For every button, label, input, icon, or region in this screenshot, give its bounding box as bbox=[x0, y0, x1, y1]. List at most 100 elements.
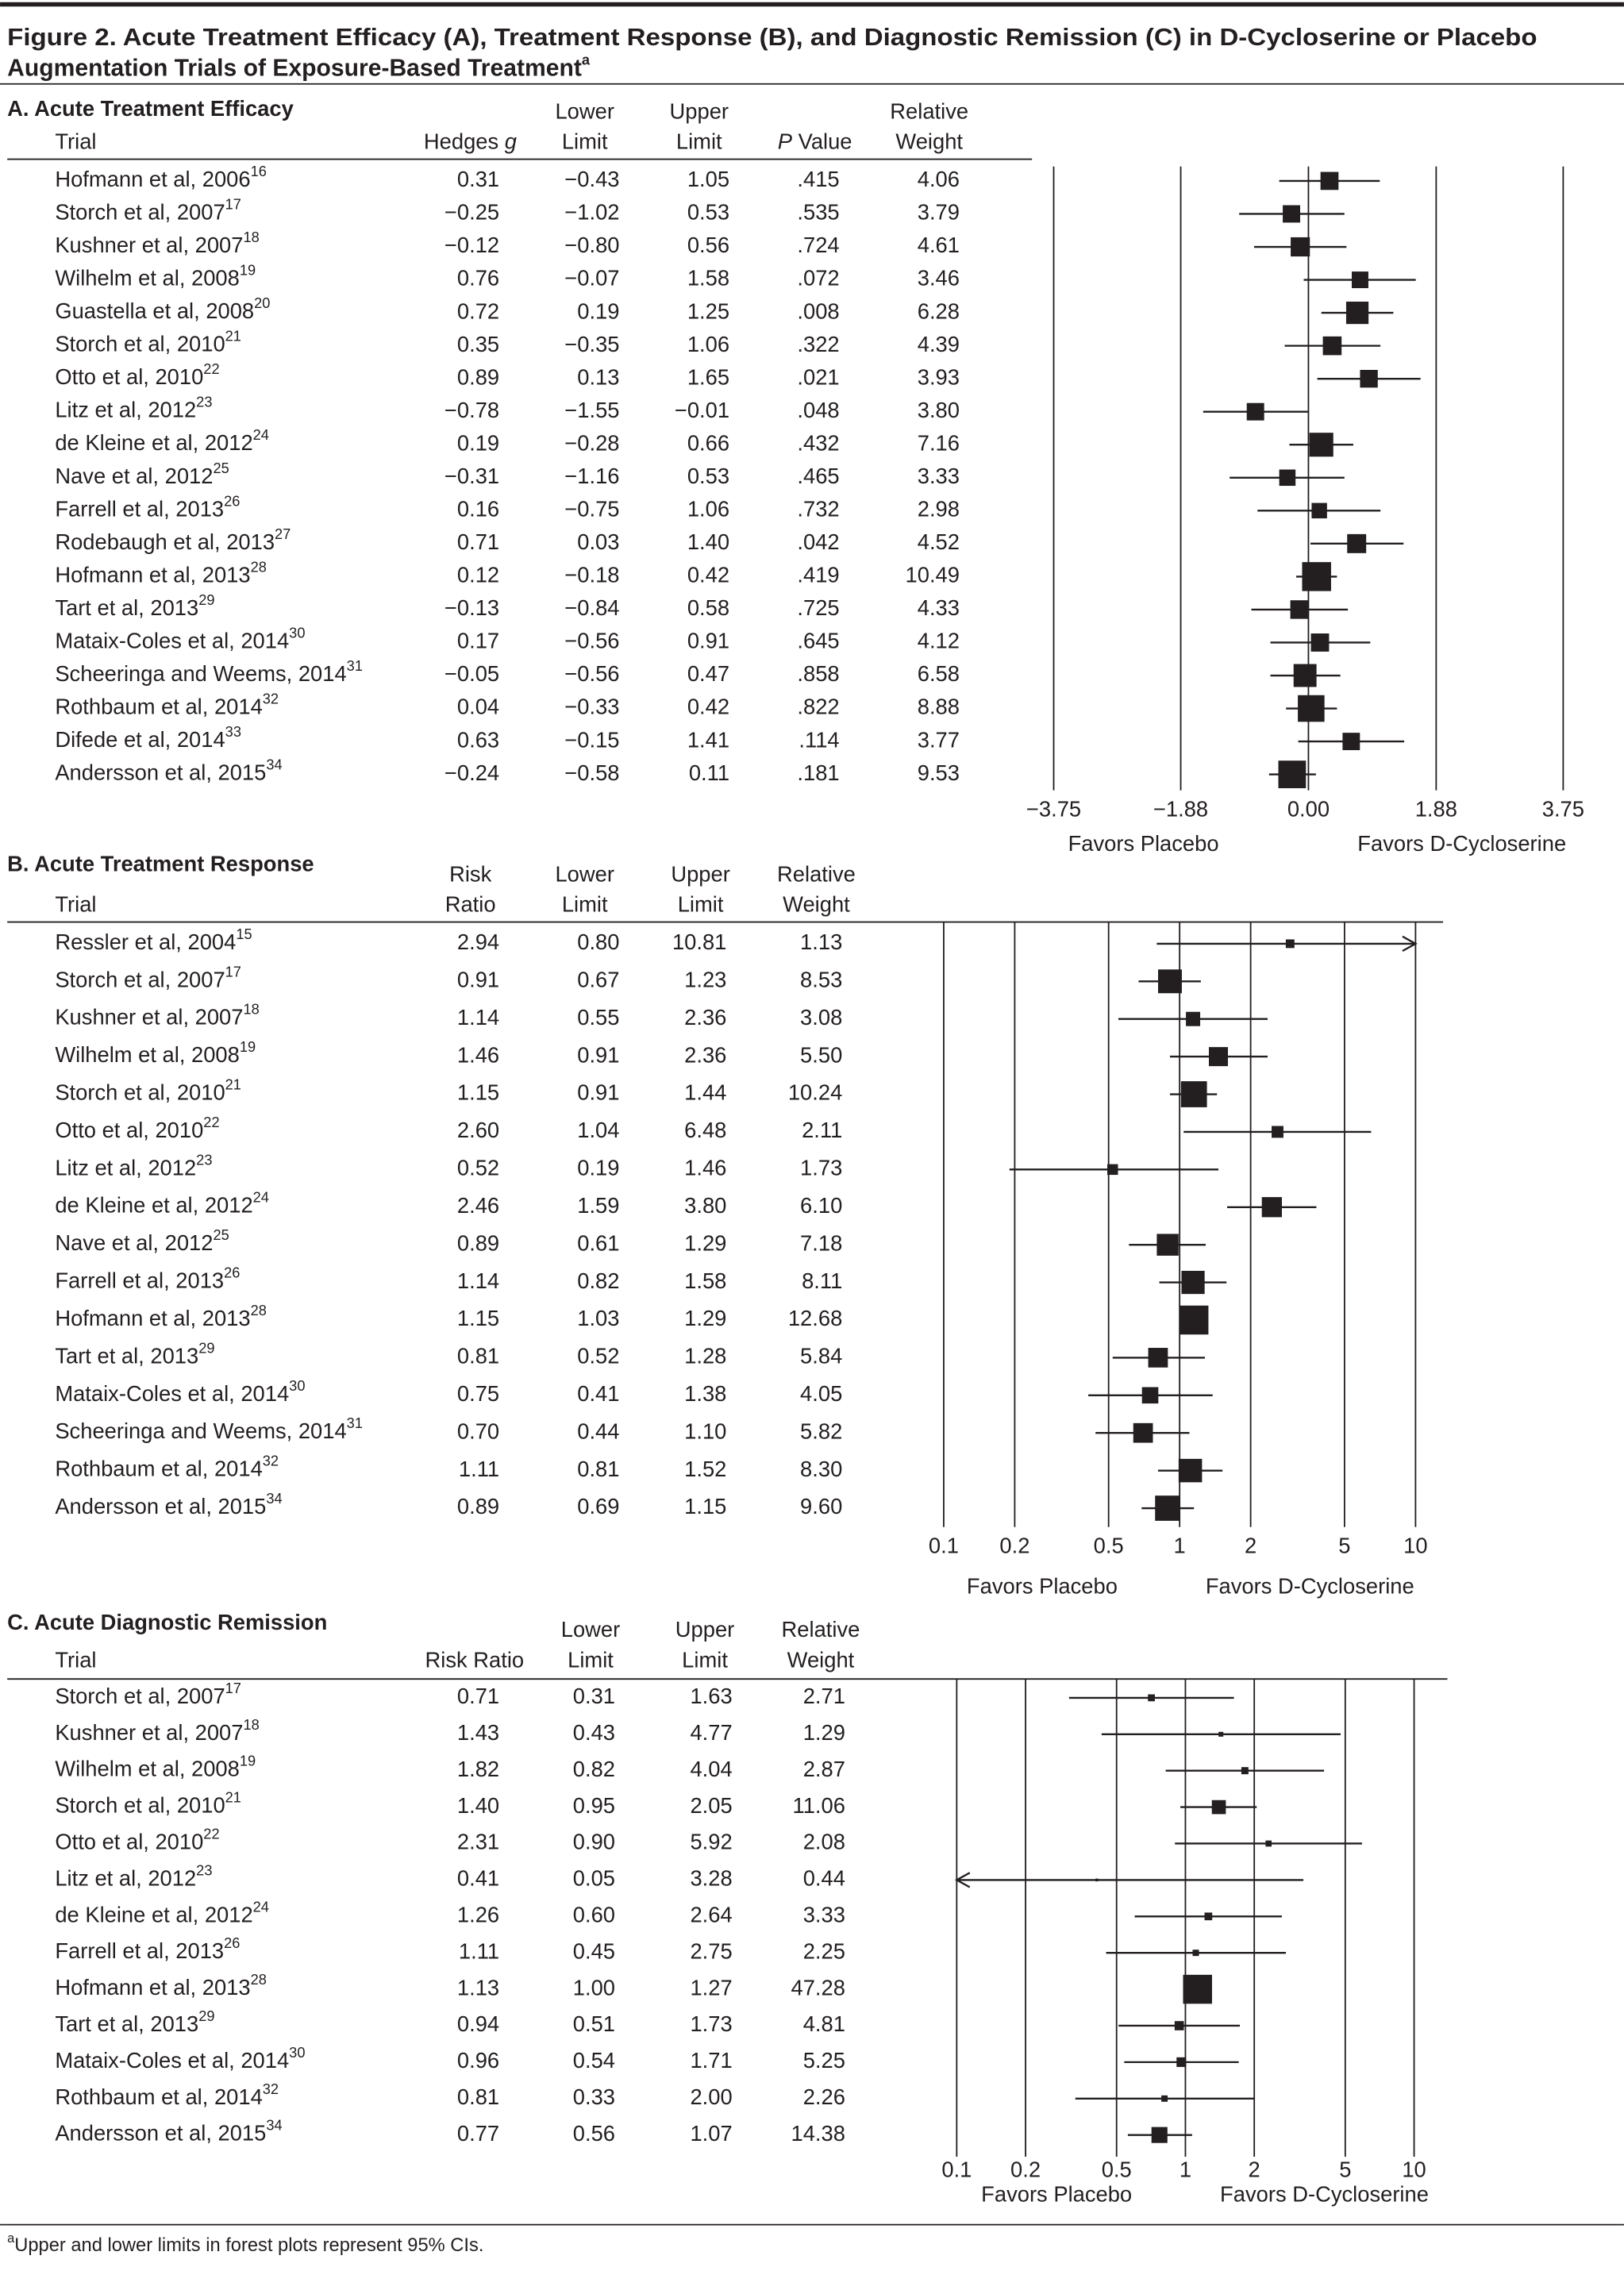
table-cell: 9.60 bbox=[800, 1494, 842, 1518]
effect-square bbox=[1156, 1234, 1179, 1256]
table-cell: 1.29 bbox=[684, 1306, 726, 1330]
table-cell: 0.61 bbox=[577, 1230, 619, 1255]
table-cell: .822 bbox=[797, 695, 839, 719]
superscript: 31 bbox=[347, 657, 363, 674]
trial-name: Tart et al, 201329 bbox=[55, 591, 214, 620]
superscript: 18 bbox=[243, 229, 259, 245]
trial-text: Mataix-Coles et al, 2014 bbox=[55, 2048, 289, 2073]
table-cell: −1.55 bbox=[564, 398, 619, 422]
table-cell: 0.31 bbox=[457, 167, 499, 191]
table-cell: −0.07 bbox=[564, 266, 619, 291]
trial-text: de Kleine et al, 2012 bbox=[55, 1193, 252, 1218]
favors-label: Favors Placebo bbox=[1068, 831, 1219, 856]
table-cell: −0.78 bbox=[444, 398, 499, 422]
table-cell: 2.25 bbox=[803, 1938, 845, 1963]
table-cell: .724 bbox=[797, 233, 839, 257]
table-cell: .732 bbox=[797, 497, 839, 522]
superscript: 22 bbox=[203, 360, 219, 377]
trial-name: Storch et al, 200717 bbox=[55, 1680, 241, 1708]
trial-name: Andersson et al, 201534 bbox=[55, 756, 282, 785]
table-cell: 2.64 bbox=[690, 1903, 732, 1927]
effect-square bbox=[1360, 370, 1378, 388]
effect-square bbox=[1347, 533, 1367, 553]
table-cell: 0.89 bbox=[457, 1230, 499, 1255]
trial-text: Wilhelm et al, 2008 bbox=[55, 1757, 240, 1781]
table-cell: .181 bbox=[797, 760, 839, 785]
table-cell: 0.43 bbox=[573, 1720, 615, 1745]
table-cell: .021 bbox=[797, 364, 839, 389]
trial-name: Kushner et al, 200718 bbox=[55, 229, 259, 257]
column-header: Limit bbox=[562, 892, 608, 917]
trial-text: de Kleine et al, 2012 bbox=[55, 430, 252, 455]
superscript: 33 bbox=[225, 723, 241, 740]
panel-title: B. Acute Treatment Response bbox=[7, 852, 314, 876]
trial-name: de Kleine et al, 201224 bbox=[55, 1189, 269, 1218]
trial-name: Storch et al, 200717 bbox=[55, 196, 241, 225]
superscript: 23 bbox=[196, 1862, 212, 1879]
table-cell: 0.80 bbox=[577, 930, 619, 954]
column-header: Relative bbox=[777, 861, 856, 886]
trial-text: Kushner et al, 2007 bbox=[55, 1005, 243, 1030]
panel-title: C. Acute Diagnostic Remission bbox=[7, 1610, 327, 1634]
effect-square bbox=[1246, 402, 1264, 421]
table-cell: 1.15 bbox=[684, 1494, 726, 1518]
table-cell: 1.46 bbox=[457, 1042, 499, 1067]
table-cell: 0.89 bbox=[457, 364, 499, 389]
trial-name: Kushner et al, 200718 bbox=[55, 1001, 259, 1030]
table-cell: 0.52 bbox=[457, 1156, 499, 1180]
table-cell: 2.36 bbox=[684, 1042, 726, 1067]
trial-name: Andersson et al, 201534 bbox=[55, 2117, 282, 2146]
trial-text: Rodebaugh et al, 2013 bbox=[55, 529, 275, 554]
superscript: 29 bbox=[198, 2007, 214, 2024]
superscript: 31 bbox=[347, 1415, 363, 1432]
table-cell: 4.33 bbox=[918, 595, 960, 620]
superscript: 32 bbox=[263, 691, 279, 707]
table-cell: 1.40 bbox=[457, 1793, 499, 1818]
column-header: Relative bbox=[782, 1617, 860, 1642]
table-cell: 3.77 bbox=[918, 727, 960, 752]
table-cell: 0.67 bbox=[577, 968, 619, 992]
table-cell: 1.14 bbox=[457, 1268, 499, 1293]
table-cell: .858 bbox=[797, 661, 839, 686]
superscript: 21 bbox=[225, 1789, 241, 1806]
table-cell: 1.07 bbox=[690, 2121, 732, 2146]
table-cell: 1.44 bbox=[684, 1080, 726, 1105]
effect-square bbox=[1342, 733, 1360, 751]
x-tick-label: 10 bbox=[1402, 2157, 1426, 2181]
effect-square bbox=[1265, 1840, 1272, 1847]
table-cell: .419 bbox=[797, 563, 839, 587]
table-cell: 3.46 bbox=[918, 266, 960, 291]
effect-square bbox=[1161, 2095, 1168, 2102]
trial-name: Farrell et al, 201326 bbox=[55, 493, 240, 522]
table-cell: 10.49 bbox=[906, 563, 960, 587]
superscript: 21 bbox=[225, 328, 241, 344]
column-header: Relative bbox=[890, 98, 968, 123]
superscript: 23 bbox=[196, 1152, 212, 1168]
table-cell: 2.08 bbox=[803, 1830, 845, 1854]
table-cell: 1.28 bbox=[684, 1344, 726, 1368]
superscript: 26 bbox=[224, 1264, 240, 1281]
trial-name: Difede et al, 201433 bbox=[55, 723, 241, 752]
x-tick-label: 3.75 bbox=[1542, 796, 1584, 821]
table-cell: 5.50 bbox=[800, 1042, 842, 1067]
table-cell: 1.11 bbox=[459, 1938, 499, 1963]
table-cell: 0.19 bbox=[457, 430, 499, 455]
table-cell: 0.31 bbox=[573, 1684, 615, 1708]
effect-square bbox=[1183, 1974, 1212, 2004]
effect-square bbox=[1141, 1387, 1159, 1404]
table-cell: 1.38 bbox=[684, 1381, 726, 1406]
superscript: 32 bbox=[263, 1453, 279, 1469]
table-cell: 0.81 bbox=[577, 1457, 619, 1481]
table-cell: −0.56 bbox=[564, 661, 619, 686]
trial-text: Andersson et al, 2015 bbox=[55, 760, 266, 785]
effect-square bbox=[1176, 2057, 1187, 2067]
table-cell: 1.14 bbox=[457, 1005, 499, 1030]
table-cell: 8.11 bbox=[802, 1268, 842, 1293]
table-cell: 1.27 bbox=[690, 1975, 732, 2000]
table-cell: .725 bbox=[797, 595, 839, 620]
table-cell: 1.03 bbox=[577, 1306, 619, 1330]
effect-square bbox=[1151, 2127, 1168, 2143]
trial-text: Farrell et al, 2013 bbox=[55, 1938, 224, 1963]
trial-text: Guastella et al, 2008 bbox=[55, 298, 254, 323]
panel-title: A. Acute Treatment Efficacy bbox=[7, 96, 294, 121]
